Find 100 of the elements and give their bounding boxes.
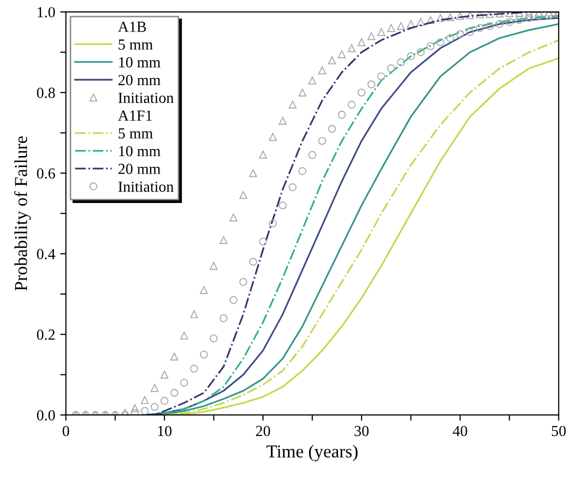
point xyxy=(456,30,464,38)
point xyxy=(367,32,376,40)
point xyxy=(140,396,149,404)
point xyxy=(210,334,218,342)
point xyxy=(229,296,238,304)
x-tick-label: 10 xyxy=(158,426,172,436)
point xyxy=(466,12,474,20)
point xyxy=(446,34,454,42)
x-tick-label: 30 xyxy=(354,426,369,436)
point xyxy=(515,16,524,24)
y-tick-label: 0.2 xyxy=(36,330,55,340)
point xyxy=(259,150,267,159)
point xyxy=(338,110,346,119)
point xyxy=(496,20,504,28)
point xyxy=(476,12,484,18)
point xyxy=(140,407,149,415)
legend-label: 20 mm xyxy=(118,74,160,86)
point xyxy=(426,16,435,24)
y-tick-label: 1.0 xyxy=(38,7,55,18)
x-tick-label: 20 xyxy=(256,426,270,436)
point xyxy=(239,190,248,199)
y-tick-label: 0.8 xyxy=(36,88,55,98)
point xyxy=(249,169,258,178)
point xyxy=(268,220,277,228)
point xyxy=(377,72,386,80)
point xyxy=(505,18,514,26)
point xyxy=(229,214,238,222)
point xyxy=(406,52,415,60)
point xyxy=(466,28,474,36)
point xyxy=(278,116,287,125)
point xyxy=(348,44,356,52)
y-tick-label: 0.6 xyxy=(36,168,56,179)
point xyxy=(268,132,277,141)
point xyxy=(486,12,494,18)
legend-label: 5 mm xyxy=(118,128,153,139)
point xyxy=(544,12,553,20)
point xyxy=(328,124,336,133)
x-tick-label: 0 xyxy=(62,426,70,436)
point xyxy=(288,183,297,192)
point xyxy=(486,22,494,30)
point xyxy=(358,88,366,96)
point xyxy=(348,100,356,109)
annotation: A1F1 xyxy=(118,110,152,121)
point xyxy=(358,38,366,46)
y-axis-title: Probability of Failure xyxy=(14,136,31,291)
point xyxy=(298,88,306,96)
point xyxy=(170,352,178,361)
point xyxy=(150,384,159,392)
point xyxy=(446,13,454,22)
point xyxy=(308,151,316,159)
point xyxy=(416,48,425,56)
point xyxy=(328,56,336,64)
point xyxy=(249,258,258,266)
point xyxy=(150,402,159,411)
x-tick-label: 40 xyxy=(452,426,468,436)
point xyxy=(278,201,287,210)
point xyxy=(456,12,464,20)
point xyxy=(397,58,405,66)
point xyxy=(496,12,504,18)
point xyxy=(170,388,178,397)
y-tick-label: 0.0 xyxy=(36,410,55,421)
legend-label: Initiation xyxy=(118,92,174,104)
legend-label: 10 mm xyxy=(119,146,160,156)
point xyxy=(387,24,396,32)
point xyxy=(298,167,306,176)
point xyxy=(220,314,228,322)
point xyxy=(160,370,168,379)
point xyxy=(318,66,326,74)
x-tick-label: 50 xyxy=(552,426,566,436)
point xyxy=(338,50,346,58)
point xyxy=(535,12,543,20)
x-axis-title: Time (years) xyxy=(266,444,358,462)
point xyxy=(308,76,316,84)
point xyxy=(190,310,198,318)
point xyxy=(426,42,435,50)
legend-label: Initiation xyxy=(118,182,174,192)
point xyxy=(190,364,198,373)
point xyxy=(377,28,386,36)
point xyxy=(200,350,208,358)
point xyxy=(239,278,248,286)
legend-label: 10 mm xyxy=(119,57,160,68)
point xyxy=(259,238,267,246)
point xyxy=(318,136,326,145)
point xyxy=(525,14,534,22)
point xyxy=(200,286,208,294)
point xyxy=(505,12,514,18)
point xyxy=(436,38,444,46)
point xyxy=(180,332,188,340)
legend-label: 5 mm xyxy=(118,40,153,50)
annotation: A1B xyxy=(118,22,146,32)
point xyxy=(387,64,396,72)
point xyxy=(436,14,444,22)
point xyxy=(416,18,425,26)
point xyxy=(130,404,139,412)
legend-label: 20 mm xyxy=(118,164,160,174)
point xyxy=(180,378,188,387)
point xyxy=(476,24,484,32)
point xyxy=(160,396,168,405)
point xyxy=(367,80,376,88)
point xyxy=(397,22,405,30)
